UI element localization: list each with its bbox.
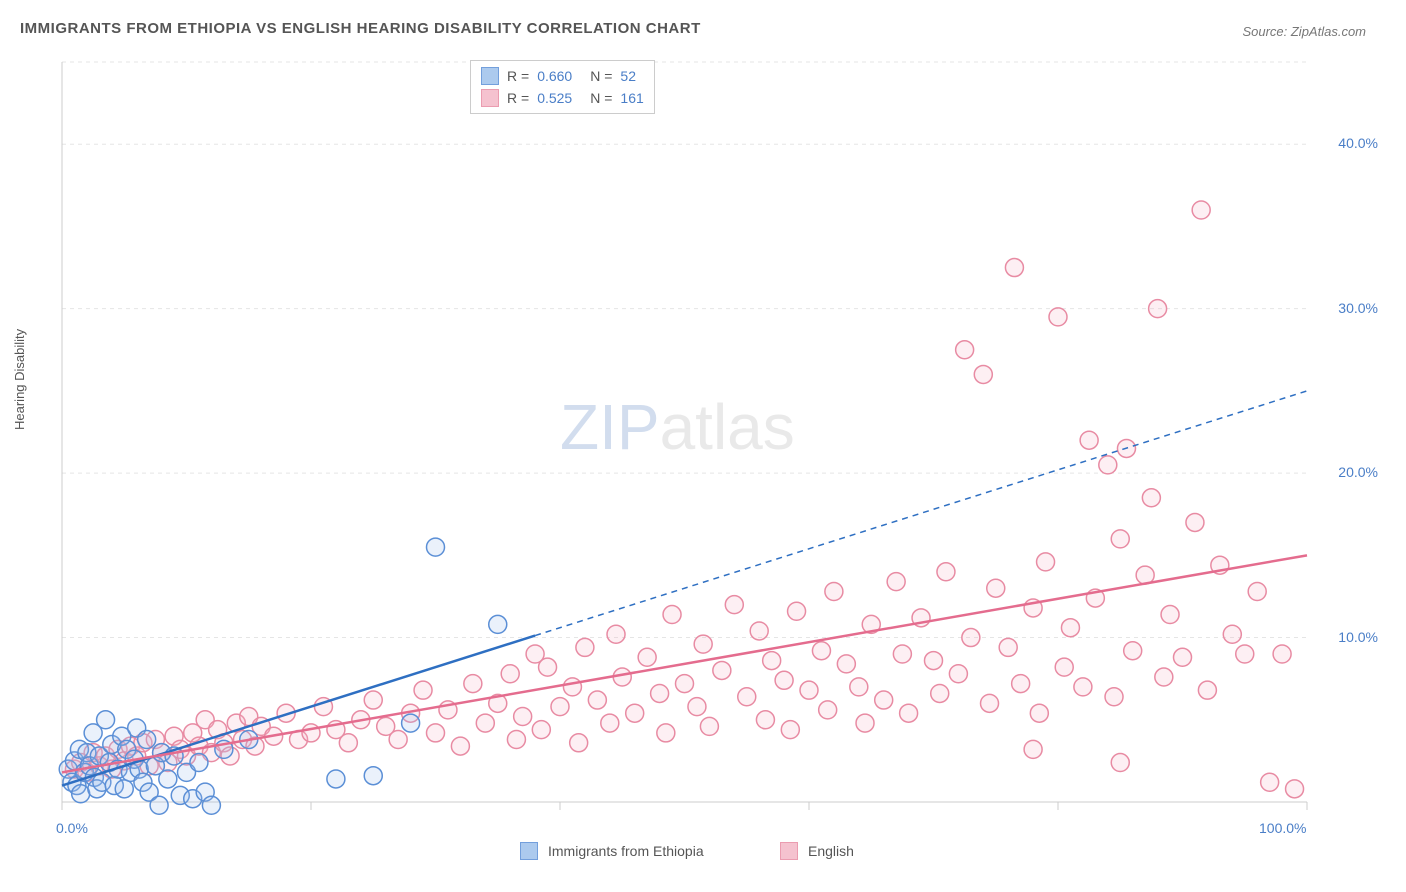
legend-n-value-blue: 52: [620, 65, 636, 87]
legend-row-pink: R = 0.525 N = 161: [481, 87, 644, 109]
source-attribution: Source: ZipAtlas.com: [1242, 24, 1366, 39]
legend-series-pink: English: [780, 842, 854, 860]
legend-r-value-pink: 0.525: [537, 87, 572, 109]
legend-label-pink: English: [808, 843, 854, 859]
x-tick-label: 100.0%: [1259, 820, 1306, 836]
legend-n-label: N =: [590, 87, 612, 109]
y-tick-label: 10.0%: [1338, 629, 1378, 645]
legend-swatch-pink: [780, 842, 798, 860]
y-tick-label: 30.0%: [1338, 300, 1378, 316]
x-tick-label: 0.0%: [56, 820, 88, 836]
legend-swatch-pink: [481, 89, 499, 107]
legend-swatch-blue: [481, 67, 499, 85]
legend-r-label: R =: [507, 87, 529, 109]
y-axis-label: Hearing Disability: [12, 329, 27, 430]
legend-series-blue: Immigrants from Ethiopia: [520, 842, 704, 860]
legend-n-label: N =: [590, 65, 612, 87]
legend-n-value-pink: 161: [620, 87, 643, 109]
chart-title: IMMIGRANTS FROM ETHIOPIA VS ENGLISH HEAR…: [20, 20, 701, 37]
legend-row-blue: R = 0.660 N = 52: [481, 65, 644, 87]
y-tick-label: 20.0%: [1338, 464, 1378, 480]
legend-r-value-blue: 0.660: [537, 65, 572, 87]
legend-r-label: R =: [507, 65, 529, 87]
legend-correlation-box: R = 0.660 N = 52 R = 0.525 N = 161: [470, 60, 655, 114]
chart-svg: [52, 52, 1382, 832]
legend-label-blue: Immigrants from Ethiopia: [548, 843, 704, 859]
y-tick-label: 40.0%: [1338, 135, 1378, 151]
chart-area: [52, 52, 1382, 832]
legend-swatch-blue: [520, 842, 538, 860]
